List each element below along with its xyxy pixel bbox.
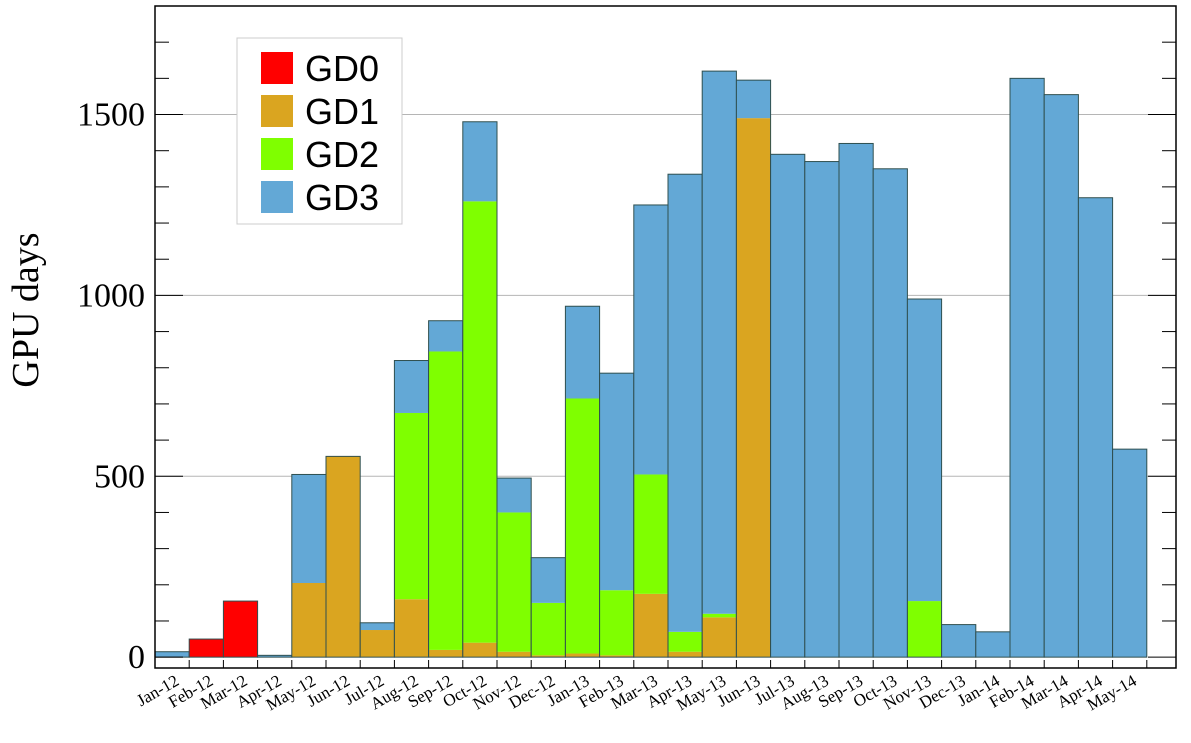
legend-label-gd1: GD1: [305, 91, 379, 132]
bar-segment-gd2-oct-12: [462, 201, 497, 643]
bar-segment-gd1-may-13: [702, 617, 737, 658]
bar-outline: [906, 298, 943, 658]
bar-segment-gd3-feb-14: [1010, 78, 1045, 658]
bar-segment-gd3-apr-13: [668, 174, 703, 632]
bar-segment-gd1-may-12: [291, 582, 326, 658]
legend-label-gd0: GD0: [305, 48, 379, 89]
bar-segment-gd3-feb-13: [599, 373, 634, 591]
legend-swatch-gd2: [261, 138, 293, 170]
bar-segment-gd3-nov-12: [497, 478, 532, 513]
bar-segment-gd3-apr-12: [257, 655, 292, 658]
bar-segment-gd1-oct-12: [462, 642, 497, 658]
bar-segment-gd3-dec-13: [941, 624, 976, 658]
bar-segment-gd3-may-13: [702, 71, 737, 614]
bar-segment-gd3-jul-13: [770, 154, 805, 658]
bar-segment-gd2-nov-12: [497, 512, 532, 652]
bar-segment-gd3-nov-13: [907, 299, 942, 602]
bar-segment-gd1-feb-13: [599, 655, 634, 658]
bar-segment-gd0-mar-12: [223, 601, 258, 658]
bar-segment-gd3-jan-12: [155, 651, 190, 658]
bar-outline: [1112, 448, 1148, 658]
y-tick-label: 0: [128, 639, 145, 676]
bar-segment-gd3-jul-12: [360, 622, 395, 631]
bar-outline: [222, 600, 259, 658]
bar-segment-gd1-dec-12: [531, 655, 566, 658]
bar-segment-gd3-may-14: [1112, 449, 1147, 658]
bar-segment-gd2-aug-12: [394, 412, 429, 600]
x-tick-labels: Jan-12Feb-12Mar-12Apr-12May-12Jun-12Jul-…: [133, 671, 1140, 715]
bar-segment-gd3-mar-13: [633, 204, 668, 475]
bar-segment-gd2-jan-13: [565, 398, 600, 654]
bar-segment-gd1-sep-12: [428, 649, 463, 658]
bar-segment-gd2-may-13: [702, 613, 737, 618]
bar-segment-gd2-mar-13: [633, 474, 668, 594]
bar-segment-gd0-feb-12: [189, 639, 224, 658]
bar-segment-gd1-mar-13: [633, 593, 668, 658]
bar-segment-gd2-dec-12: [531, 602, 566, 656]
y-tick-label: 500: [94, 458, 145, 495]
bars: [154, 70, 1148, 658]
legend-label-gd3: GD3: [305, 177, 379, 218]
bar-segment-gd2-feb-13: [599, 590, 634, 656]
bar-segment-gd3-jan-13: [565, 306, 600, 399]
bar-segment-gd3-dec-12: [531, 557, 566, 603]
bar-segment-gd3-mar-14: [1044, 94, 1079, 658]
bar-segment-gd2-sep-12: [428, 351, 463, 650]
bar-segment-gd3-sep-12: [428, 320, 463, 352]
y-axis-label: GPU days: [5, 232, 47, 387]
y-tick-label: 1000: [77, 277, 145, 314]
y-tick-labels: 0 500 1000 1500: [77, 97, 145, 677]
bar-segment-gd1-jun-12: [326, 456, 361, 658]
bar-segment-gd1-jan-13: [565, 653, 600, 658]
legend-label-gd2: GD2: [305, 134, 379, 175]
bar-segment-gd3-jun-13: [736, 80, 771, 119]
legend-swatch-gd1: [261, 95, 293, 127]
bar-segment-gd1-aug-12: [394, 599, 429, 658]
bar-segment-gd1-jul-12: [360, 630, 395, 658]
bar-segment-gd3-apr-14: [1078, 197, 1113, 658]
bar-segment-gd1-apr-13: [668, 651, 703, 658]
bar-segment-gd3-jan-14: [975, 631, 1010, 658]
bar-outline: [462, 121, 498, 658]
bar-segment-gd3-sep-13: [839, 143, 874, 658]
plot-frame: [154, 5, 1177, 669]
bar-segment-gd3-oct-12: [462, 121, 497, 202]
bar-outline: [325, 455, 361, 658]
bar-segment-gd3-aug-12: [394, 360, 429, 413]
y-tick-label: 1500: [77, 97, 145, 134]
axis-ticks: [154, 41, 1176, 668]
bar-segment-gd2-apr-13: [668, 631, 703, 652]
legend-swatch-gd0: [261, 52, 293, 84]
bar-segment-gd3-may-12: [291, 474, 326, 583]
bar-segment-gd2-nov-13: [907, 601, 942, 658]
bar-segment-gd3-oct-13: [873, 168, 908, 658]
bar-segment-gd1-nov-12: [497, 651, 532, 658]
legend-swatch-gd3: [261, 181, 293, 213]
bar-segment-gd3-aug-13: [804, 161, 839, 658]
bar-segment-gd1-jun-13: [736, 118, 771, 658]
bar-outline: [1077, 197, 1114, 658]
